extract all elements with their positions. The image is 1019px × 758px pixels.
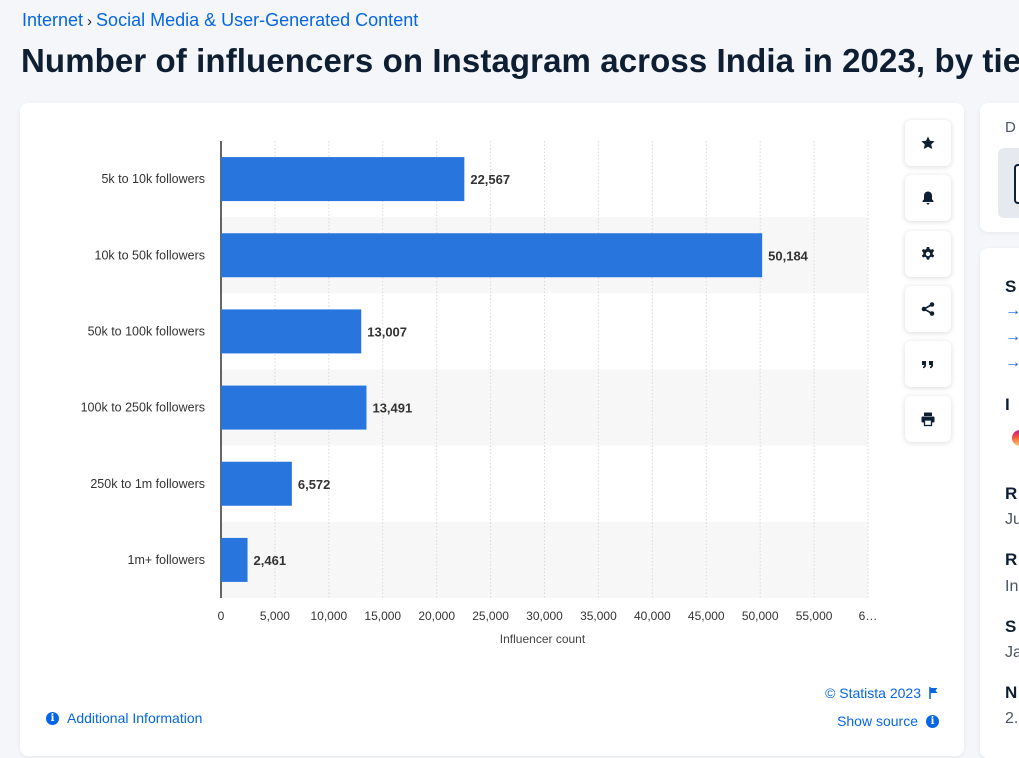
value-label: 13,491 [372,401,412,416]
printer-icon [921,412,935,427]
value-label: 13,007 [367,324,407,339]
info-icon: i [926,714,939,728]
survey-heading: S [1005,617,1017,636]
bar [221,461,292,506]
region-heading: R [1005,550,1018,569]
value-label: 22,567 [470,172,510,187]
x-tick-label: 40,000 [634,609,671,623]
chart-card: 0 5,000 10,000 15,000 20,000 25,000 30,000 35,0… [20,103,964,756]
info-icon: i [46,711,59,725]
star-icon [921,136,935,149]
quote-icon [922,361,933,369]
bar-chart: 0 5,000 10,000 15,000 20,000 25,000 30,000 35,0… [81,141,878,646]
statista-credit[interactable]: © Statista 2023 [825,685,939,701]
share-button[interactable] [905,286,951,332]
details-panel: S → → → I R Ju R In S Ja N 2. [980,248,1019,758]
release-heading: R [1005,484,1018,503]
value-label: 6,572 [298,477,331,492]
x-tick-label: 55,000 [796,609,833,623]
bar [221,233,763,278]
breadcrumb-link-social-media[interactable]: Social Media & User-Generated Content [96,10,419,30]
value-label: 50,184 [768,248,809,263]
category-label: 10k to 50k followers [95,248,205,262]
breadcrumb: Internet › Social Media & User-Generated C… [22,10,418,31]
category-label: 1m+ followers [128,553,205,567]
breadcrumb-separator: › [87,13,93,30]
share-icon [921,302,935,316]
x-tick-label: 20,000 [418,609,455,623]
favorite-button[interactable] [905,120,951,166]
row-shade [221,521,868,598]
breadcrumb-link-internet[interactable]: Internet [22,10,84,30]
x-tick-label: 5,000 [260,609,290,623]
release-value: Ju [1005,511,1019,528]
category-label: 100k to 250k followers [81,401,205,415]
download-heading: D [1005,119,1016,136]
gear-icon [921,247,935,260]
source-link-3[interactable]: → [1005,354,1019,371]
credit-text: © Statista 2023 [825,685,921,701]
source-heading: S [1005,277,1017,296]
x-tick-label: 25,000 [472,609,509,623]
region-value: In [1005,578,1019,595]
x-tick-label: 35,000 [580,609,617,623]
x-tick-label: 50,000 [742,609,779,623]
x-tick-label: 6… [859,609,878,623]
survey-value: Ja [1005,644,1019,661]
show-source-label: Show source [837,713,918,729]
info-heading: I [1005,395,1010,414]
x-tick-label: 30,000 [526,609,563,623]
number-value: 2. [1005,710,1019,727]
category-label: 5k to 10k followers [101,172,205,186]
additional-information-label: Additional Information [67,710,203,726]
number-heading: N [1005,683,1018,702]
cite-button[interactable] [905,341,951,387]
instagram-icon [1012,430,1019,446]
settings-button[interactable] [905,231,951,277]
bar [221,537,248,582]
x-axis-title: Influencer count [500,632,586,646]
show-source-link[interactable]: Show source i [837,713,939,729]
x-tick-label: 10,000 [310,609,347,623]
print-button[interactable] [905,396,951,442]
category-label: 50k to 100k followers [88,324,205,338]
source-link-2[interactable]: → [1005,328,1019,345]
notification-button[interactable] [905,175,951,221]
download-button[interactable] [998,148,1019,218]
value-label: 2,461 [254,553,287,568]
bell-icon [922,191,934,205]
flag-icon [929,687,938,699]
bar [221,309,362,354]
additional-information-link[interactable]: i Additional Information [46,710,202,726]
bar [221,157,465,202]
page-title: Number of influencers on Instagram acros… [21,42,1019,79]
category-label: 250k to 1m followers [90,477,205,491]
file-icon [1014,164,1019,204]
x-tick-label: 45,000 [688,609,725,623]
source-link-1[interactable]: → [1005,302,1019,319]
download-panel: D [980,103,1019,232]
x-tick-label: 0 [218,609,225,623]
bar [221,385,367,430]
x-tick-label: 15,000 [364,609,401,623]
